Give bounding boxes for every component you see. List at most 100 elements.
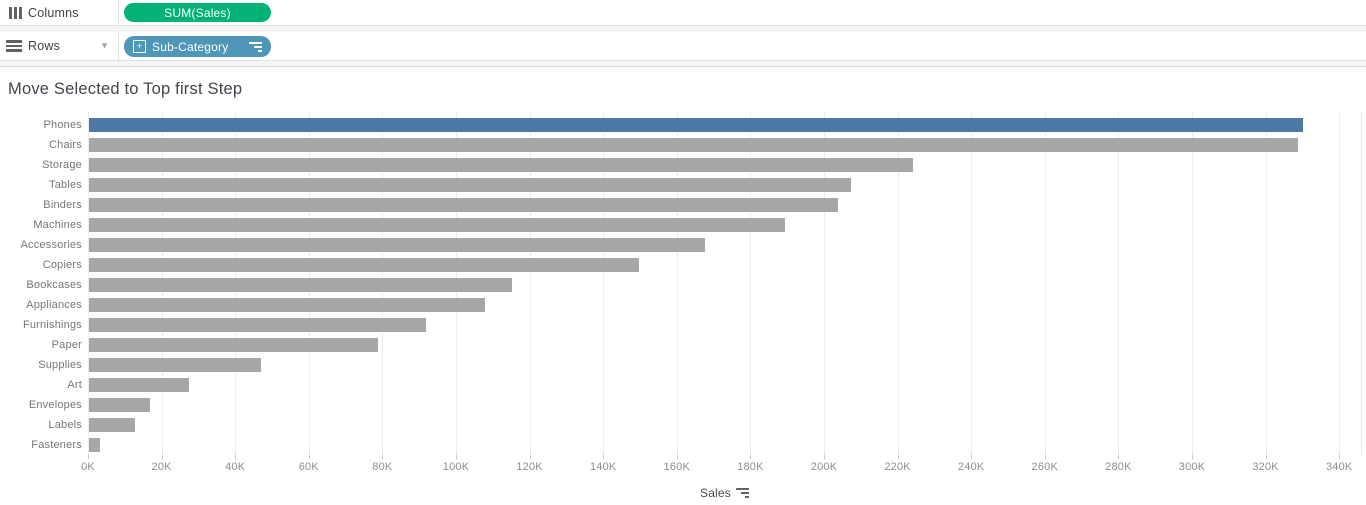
expand-hierarchy-icon[interactable]: + [133, 40, 146, 53]
row-label[interactable]: Bookcases [26, 279, 82, 291]
rows-shelf-label-zone: Rows ▾ [0, 32, 119, 60]
pill-sum-sales[interactable]: SUM(Sales) [124, 3, 271, 22]
pill-sum-sales-label: SUM(Sales) [164, 5, 231, 20]
x-tick-label: 120K [516, 461, 543, 473]
axis-tick [235, 455, 237, 459]
plot-right-border [1361, 112, 1362, 455]
gridline [1118, 112, 1120, 455]
row-label[interactable]: Binders [43, 199, 82, 211]
columns-shelf-label: Columns [28, 5, 79, 20]
axis-tick [1192, 455, 1193, 459]
gridline [88, 112, 89, 455]
axis-tick [308, 455, 310, 459]
axis-tick [529, 455, 531, 459]
axis-tick [1044, 455, 1046, 459]
rows-shelf[interactable]: Rows ▾ + Sub-Category [0, 32, 1366, 61]
axis-tick [161, 455, 163, 459]
x-tick-label: 140K [589, 461, 617, 473]
row-label[interactable]: Accessories [20, 239, 82, 251]
x-tick-label: 240K [957, 461, 985, 473]
row-label[interactable]: Machines [33, 219, 82, 231]
axis-tick [88, 455, 89, 459]
gridline [676, 112, 678, 455]
bar[interactable] [89, 358, 261, 372]
chevron-down-icon[interactable]: ▾ [102, 40, 108, 52]
row-label[interactable]: Appliances [26, 299, 82, 311]
x-tick-label: 280K [1105, 461, 1132, 473]
gridline [529, 112, 531, 455]
bar[interactable] [89, 438, 101, 452]
bar[interactable] [89, 198, 838, 212]
bar[interactable] [89, 178, 851, 192]
x-tick-label: 200K [810, 461, 838, 473]
gridline [603, 112, 605, 455]
x-tick-label: 40K [225, 461, 246, 473]
x-axis-title-label: Sales [699, 486, 732, 500]
x-tick-label: 340K [1325, 461, 1353, 473]
bar[interactable] [89, 298, 485, 312]
bar[interactable] [89, 118, 1304, 132]
row-label[interactable]: Copiers [42, 259, 82, 271]
x-tick-label: 260K [1031, 461, 1059, 473]
row-label[interactable]: Art [67, 379, 82, 391]
sort-descending-icon[interactable] [249, 41, 262, 52]
chart-area: Move Selected to Top first Step 0K 20K 40K… [0, 67, 1366, 505]
gridline [750, 112, 752, 455]
gridline [1265, 112, 1267, 455]
bar[interactable] [89, 138, 1298, 152]
rows-icon [6, 40, 22, 52]
bar[interactable] [89, 338, 378, 352]
bar[interactable] [89, 398, 150, 412]
row-label[interactable]: Storage [42, 159, 82, 171]
x-tick-label: 300K [1178, 461, 1206, 473]
row-label[interactable]: Envelopes [28, 399, 82, 411]
x-tick-label: 20K [151, 461, 172, 473]
x-axis-title[interactable]: Sales [88, 486, 1361, 500]
row-label[interactable]: Paper [51, 339, 82, 351]
axis-tick [1265, 455, 1267, 459]
gridline [824, 112, 825, 455]
shelf-bottom-divider [0, 61, 1366, 67]
rows-shelf-label: Rows [28, 39, 61, 53]
x-tick-label: 180K [737, 461, 764, 473]
gridline [1192, 112, 1193, 455]
axis-tick [1339, 455, 1341, 459]
row-label[interactable]: Furnishings [22, 319, 82, 331]
columns-shelf-label-zone: Columns [0, 0, 119, 25]
row-label[interactable]: Tables [49, 179, 82, 191]
row-label[interactable]: Phones [43, 119, 82, 131]
shelf-divider [0, 26, 1366, 32]
axis-sort-descending-icon[interactable] [736, 488, 750, 498]
row-label[interactable]: Chairs [49, 139, 82, 151]
gridline [1044, 112, 1046, 455]
bar[interactable] [89, 258, 640, 272]
bar[interactable] [89, 378, 189, 392]
axis-tick [676, 455, 678, 459]
pill-sub-category[interactable]: + Sub-Category [124, 36, 271, 57]
row-label[interactable]: Fasteners [31, 439, 82, 451]
bar[interactable] [89, 278, 512, 292]
axis-tick [456, 455, 457, 459]
bar[interactable] [89, 238, 706, 252]
columns-shelf[interactable]: Columns SUM(Sales) [0, 0, 1366, 26]
bar[interactable] [89, 218, 786, 232]
bar[interactable] [89, 318, 427, 332]
gridline [897, 112, 899, 455]
x-tick-label: 80K [372, 461, 393, 473]
bar[interactable] [89, 418, 135, 432]
x-tick-label: 0K [81, 461, 95, 473]
x-tick-label: 100K [442, 461, 470, 473]
axis-tick [971, 455, 973, 459]
row-label[interactable]: Labels [48, 419, 82, 431]
axis-tick [824, 455, 825, 459]
row-label[interactable]: Supplies [38, 359, 82, 371]
axis-tick [750, 455, 752, 459]
x-tick-label: 60K [298, 461, 319, 473]
pill-sub-category-label: Sub-Category [152, 39, 229, 54]
x-tick-label: 220K [884, 461, 911, 473]
x-tick-label: 320K [1252, 461, 1279, 473]
gridline [1339, 112, 1341, 455]
bar[interactable] [89, 158, 913, 172]
chart-title[interactable]: Move Selected to Top first Step [8, 80, 243, 98]
